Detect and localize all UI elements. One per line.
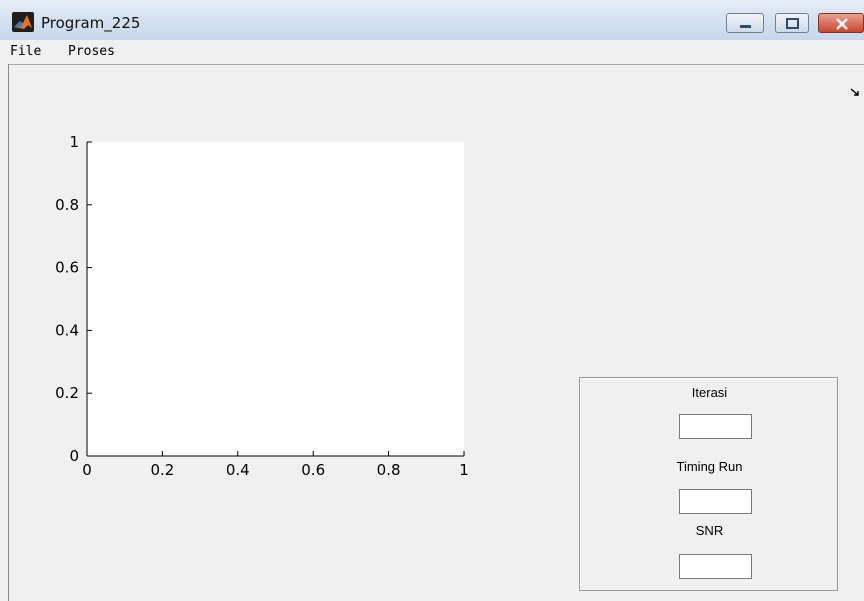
- maximize-button[interactable]: [775, 13, 809, 33]
- x-tick-label: 0.6: [301, 461, 325, 479]
- timing-run-field[interactable]: [679, 489, 752, 514]
- x-tick-group: 0 0.2 0.4 0.6 0.8 1: [82, 451, 469, 479]
- y-tick-label: 0.8: [55, 196, 79, 214]
- window-title: Program_225: [41, 14, 141, 32]
- axes-plot-area: [87, 142, 464, 456]
- results-panel: Iterasi Timing Run SNR: [579, 377, 838, 591]
- menu-proses[interactable]: Proses: [68, 44, 115, 59]
- iterasi-field[interactable]: [679, 414, 752, 439]
- dock-arrow-icon[interactable]: [849, 86, 861, 98]
- snr-label: SNR: [695, 523, 724, 538]
- x-tick-label: 0.4: [226, 461, 250, 479]
- timing-run-label: Timing Run: [676, 459, 743, 474]
- close-icon: [836, 18, 848, 30]
- x-tick-label: 0: [82, 461, 92, 479]
- window-left-edge: [0, 64, 9, 601]
- minimize-button[interactable]: [726, 13, 764, 33]
- y-tick-group: 0 0.2 0.4 0.6 0.8 1: [55, 133, 92, 465]
- maximize-icon: [786, 18, 799, 29]
- y-tick-label: 0: [69, 447, 79, 465]
- x-tick-label: 0.8: [377, 461, 401, 479]
- menu-file[interactable]: File: [10, 44, 42, 59]
- y-tick-label: 0.6: [55, 259, 79, 277]
- y-tick-label: 0.4: [55, 321, 79, 339]
- x-tick-label: 1: [459, 461, 469, 479]
- minimize-icon: [740, 25, 751, 28]
- iterasi-label: Iterasi: [691, 385, 728, 400]
- y-tick-label: 0.2: [55, 384, 79, 402]
- menu-bar: File Proses: [0, 40, 864, 96]
- x-tick-label: 0.2: [150, 461, 174, 479]
- snr-field[interactable]: [679, 554, 752, 579]
- y-tick-label: 1: [69, 133, 79, 151]
- title-bar[interactable]: Program_225: [0, 0, 864, 41]
- matlab-logo-icon: [12, 12, 34, 32]
